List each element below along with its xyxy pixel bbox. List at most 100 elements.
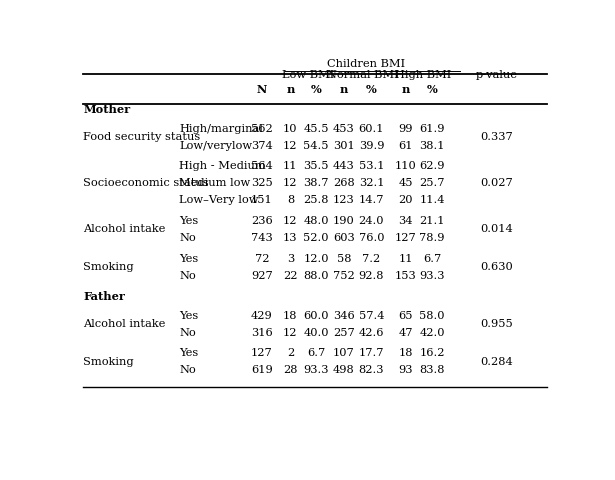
Text: Yes: Yes — [180, 311, 199, 321]
Text: 0.027: 0.027 — [480, 178, 513, 188]
Text: 10: 10 — [283, 123, 298, 133]
Text: Low/verylow: Low/verylow — [180, 141, 253, 151]
Text: 92.8: 92.8 — [359, 271, 384, 281]
Text: 257: 257 — [333, 327, 355, 337]
Text: 316: 316 — [251, 327, 272, 337]
Text: 8: 8 — [287, 195, 294, 205]
Text: Low BMI: Low BMI — [282, 71, 334, 80]
Text: 48.0: 48.0 — [303, 216, 329, 226]
Text: 3: 3 — [287, 253, 294, 264]
Text: 93: 93 — [399, 365, 413, 375]
Text: 45: 45 — [399, 178, 413, 188]
Text: 110: 110 — [395, 161, 416, 171]
Text: 58: 58 — [336, 253, 351, 264]
Text: 52.0: 52.0 — [303, 233, 329, 243]
Text: 268: 268 — [333, 178, 355, 188]
Text: Children BMI: Children BMI — [327, 59, 405, 69]
Text: 72: 72 — [255, 253, 269, 264]
Text: 25.7: 25.7 — [419, 178, 445, 188]
Text: 25.8: 25.8 — [303, 195, 329, 205]
Text: 0.337: 0.337 — [480, 132, 513, 142]
Text: 743: 743 — [251, 233, 272, 243]
Text: 83.8: 83.8 — [419, 365, 445, 375]
Text: 453: 453 — [333, 123, 355, 133]
Text: Socioeconomic status: Socioeconomic status — [83, 178, 208, 188]
Text: 39.9: 39.9 — [359, 141, 384, 151]
Text: Yes: Yes — [180, 216, 199, 226]
Text: 61: 61 — [399, 141, 413, 151]
Text: 11: 11 — [283, 161, 298, 171]
Text: 11: 11 — [399, 253, 413, 264]
Text: %: % — [311, 84, 322, 95]
Text: Yes: Yes — [180, 348, 199, 358]
Text: 65: 65 — [399, 311, 413, 321]
Text: 99: 99 — [399, 123, 413, 133]
Text: 47: 47 — [399, 327, 413, 337]
Text: 927: 927 — [251, 271, 272, 281]
Text: 12: 12 — [283, 141, 298, 151]
Text: 13: 13 — [283, 233, 298, 243]
Text: 58.0: 58.0 — [419, 311, 445, 321]
Text: Normal BMI: Normal BMI — [327, 71, 398, 80]
Text: 0.284: 0.284 — [480, 357, 513, 367]
Text: No: No — [180, 365, 196, 375]
Text: Mother: Mother — [83, 104, 130, 115]
Text: 24.0: 24.0 — [359, 216, 384, 226]
Text: 42.6: 42.6 — [359, 327, 384, 337]
Text: 0.014: 0.014 — [480, 225, 513, 234]
Text: 16.2: 16.2 — [419, 348, 445, 358]
Text: 603: 603 — [333, 233, 355, 243]
Text: 12: 12 — [283, 216, 298, 226]
Text: Food security status: Food security status — [83, 132, 200, 142]
Text: 82.3: 82.3 — [359, 365, 384, 375]
Text: 76.0: 76.0 — [359, 233, 384, 243]
Text: 123: 123 — [333, 195, 355, 205]
Text: 429: 429 — [251, 311, 272, 321]
Text: 325: 325 — [251, 178, 272, 188]
Text: Low–Very low: Low–Very low — [180, 195, 259, 205]
Text: 60.1: 60.1 — [359, 123, 384, 133]
Text: 40.0: 40.0 — [303, 327, 329, 337]
Text: Medium low: Medium low — [180, 178, 250, 188]
Text: 93.3: 93.3 — [419, 271, 445, 281]
Text: 22: 22 — [283, 271, 298, 281]
Text: 28: 28 — [283, 365, 298, 375]
Text: 619: 619 — [251, 365, 272, 375]
Text: 78.9: 78.9 — [419, 233, 445, 243]
Text: 0.630: 0.630 — [480, 262, 513, 272]
Text: 18: 18 — [399, 348, 413, 358]
Text: 153: 153 — [395, 271, 416, 281]
Text: 0.955: 0.955 — [480, 319, 513, 329]
Text: 20: 20 — [399, 195, 413, 205]
Text: 236: 236 — [251, 216, 272, 226]
Text: 21.1: 21.1 — [419, 216, 445, 226]
Text: 38.1: 38.1 — [419, 141, 445, 151]
Text: 190: 190 — [333, 216, 355, 226]
Text: 18: 18 — [283, 311, 298, 321]
Text: 752: 752 — [333, 271, 355, 281]
Text: 127: 127 — [251, 348, 272, 358]
Text: 374: 374 — [251, 141, 272, 151]
Text: p-value: p-value — [475, 71, 517, 80]
Text: Yes: Yes — [180, 253, 199, 264]
Text: n: n — [286, 84, 295, 95]
Text: 32.1: 32.1 — [359, 178, 384, 188]
Text: 93.3: 93.3 — [303, 365, 329, 375]
Text: 301: 301 — [333, 141, 355, 151]
Text: High - Medium: High - Medium — [180, 161, 266, 171]
Text: 17.7: 17.7 — [359, 348, 384, 358]
Text: 14.7: 14.7 — [359, 195, 384, 205]
Text: 11.4: 11.4 — [419, 195, 445, 205]
Text: 34: 34 — [399, 216, 413, 226]
Text: 6.7: 6.7 — [307, 348, 325, 358]
Text: 42.0: 42.0 — [419, 327, 445, 337]
Text: 346: 346 — [333, 311, 355, 321]
Text: No: No — [180, 233, 196, 243]
Text: Father: Father — [83, 291, 125, 302]
Text: 88.0: 88.0 — [303, 271, 329, 281]
Text: 57.4: 57.4 — [359, 311, 384, 321]
Text: 12.0: 12.0 — [303, 253, 329, 264]
Text: n: n — [402, 84, 410, 95]
Text: Smoking: Smoking — [83, 262, 133, 272]
Text: 35.5: 35.5 — [303, 161, 329, 171]
